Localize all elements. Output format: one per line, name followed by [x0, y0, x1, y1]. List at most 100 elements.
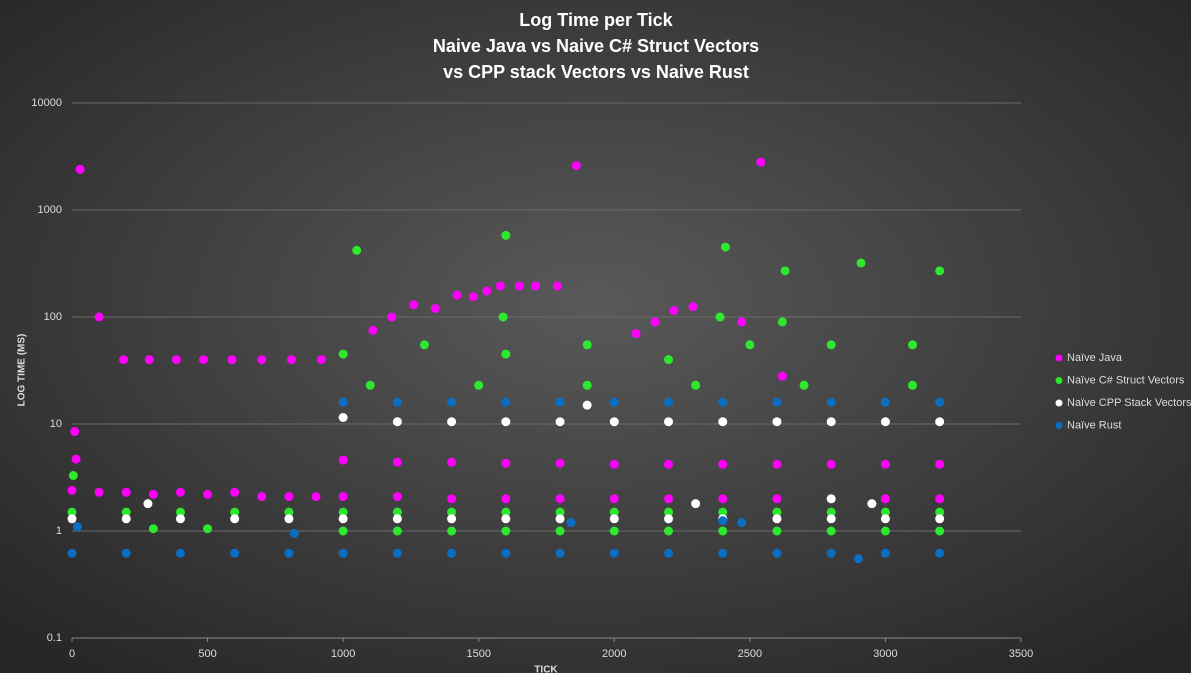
point [144, 355, 154, 365]
point [311, 492, 321, 502]
x-tick-label: 2500 [738, 648, 762, 660]
point [368, 325, 378, 335]
legend-label: Naïve CPP Stack Vectors [1067, 397, 1191, 409]
point [94, 312, 104, 322]
point [609, 548, 619, 558]
point [718, 397, 728, 407]
point [230, 487, 240, 497]
point [501, 494, 511, 504]
point [257, 492, 267, 502]
point [338, 349, 348, 359]
point [338, 548, 348, 558]
point [772, 507, 782, 517]
point [495, 281, 505, 291]
point [826, 526, 836, 536]
point [392, 417, 402, 427]
point [121, 507, 131, 517]
point [501, 514, 511, 524]
point [430, 304, 440, 314]
point [772, 548, 782, 558]
point [718, 494, 728, 504]
point [555, 397, 565, 407]
point [582, 380, 592, 390]
point [447, 397, 457, 407]
point [284, 492, 294, 502]
point [737, 317, 747, 327]
point [392, 514, 402, 524]
point [609, 494, 619, 504]
point [664, 548, 674, 558]
point [203, 524, 213, 534]
point [880, 526, 890, 536]
point [284, 514, 294, 524]
point [935, 514, 945, 524]
point [664, 514, 674, 524]
point [737, 518, 747, 528]
point [474, 380, 484, 390]
point [880, 417, 890, 427]
point [555, 514, 565, 524]
point [501, 548, 511, 558]
point [780, 266, 790, 276]
point [338, 492, 348, 502]
point [880, 548, 890, 558]
point [447, 494, 457, 504]
point [867, 499, 877, 509]
point [392, 507, 402, 517]
point [631, 329, 641, 339]
point [514, 281, 524, 291]
point [468, 292, 478, 302]
point [387, 312, 397, 322]
point [501, 417, 511, 427]
point [175, 507, 185, 517]
point [121, 548, 131, 558]
point [772, 459, 782, 469]
point [609, 507, 619, 517]
point [148, 489, 158, 499]
point [650, 317, 660, 327]
point [501, 349, 511, 359]
point [447, 417, 457, 427]
point [772, 397, 782, 407]
x-tick-label: 1000 [331, 648, 355, 660]
chart-title: Log Time per Tick [519, 10, 673, 30]
point [498, 312, 508, 322]
point [447, 507, 457, 517]
point [691, 380, 701, 390]
chart-title: Naive Java vs Naive C# Struct Vectors [433, 36, 759, 56]
point [316, 355, 326, 365]
point [392, 526, 402, 536]
point [175, 514, 185, 524]
x-tick-label: 500 [198, 648, 216, 660]
point [392, 397, 402, 407]
point [447, 514, 457, 524]
point [720, 242, 730, 252]
legend-marker [1055, 354, 1063, 362]
point [718, 417, 728, 427]
point [826, 397, 836, 407]
point [555, 494, 565, 504]
point [392, 548, 402, 558]
point [582, 400, 592, 410]
point [664, 417, 674, 427]
point [338, 413, 348, 423]
point [72, 522, 82, 532]
legend-label: Naïve C# Struct Vectors [1067, 374, 1185, 386]
point [447, 457, 457, 467]
point [203, 489, 213, 499]
point [199, 355, 209, 365]
point [691, 499, 701, 509]
point [230, 507, 240, 517]
legend-marker [1055, 422, 1063, 429]
point [284, 548, 294, 558]
point [772, 526, 782, 536]
point [688, 302, 698, 312]
point [935, 266, 945, 276]
point [338, 397, 348, 407]
point [531, 281, 541, 291]
y-tick-label: 10 [50, 418, 62, 430]
y-tick-label: 0.1 [47, 632, 62, 644]
point [555, 548, 565, 558]
point [501, 507, 511, 517]
